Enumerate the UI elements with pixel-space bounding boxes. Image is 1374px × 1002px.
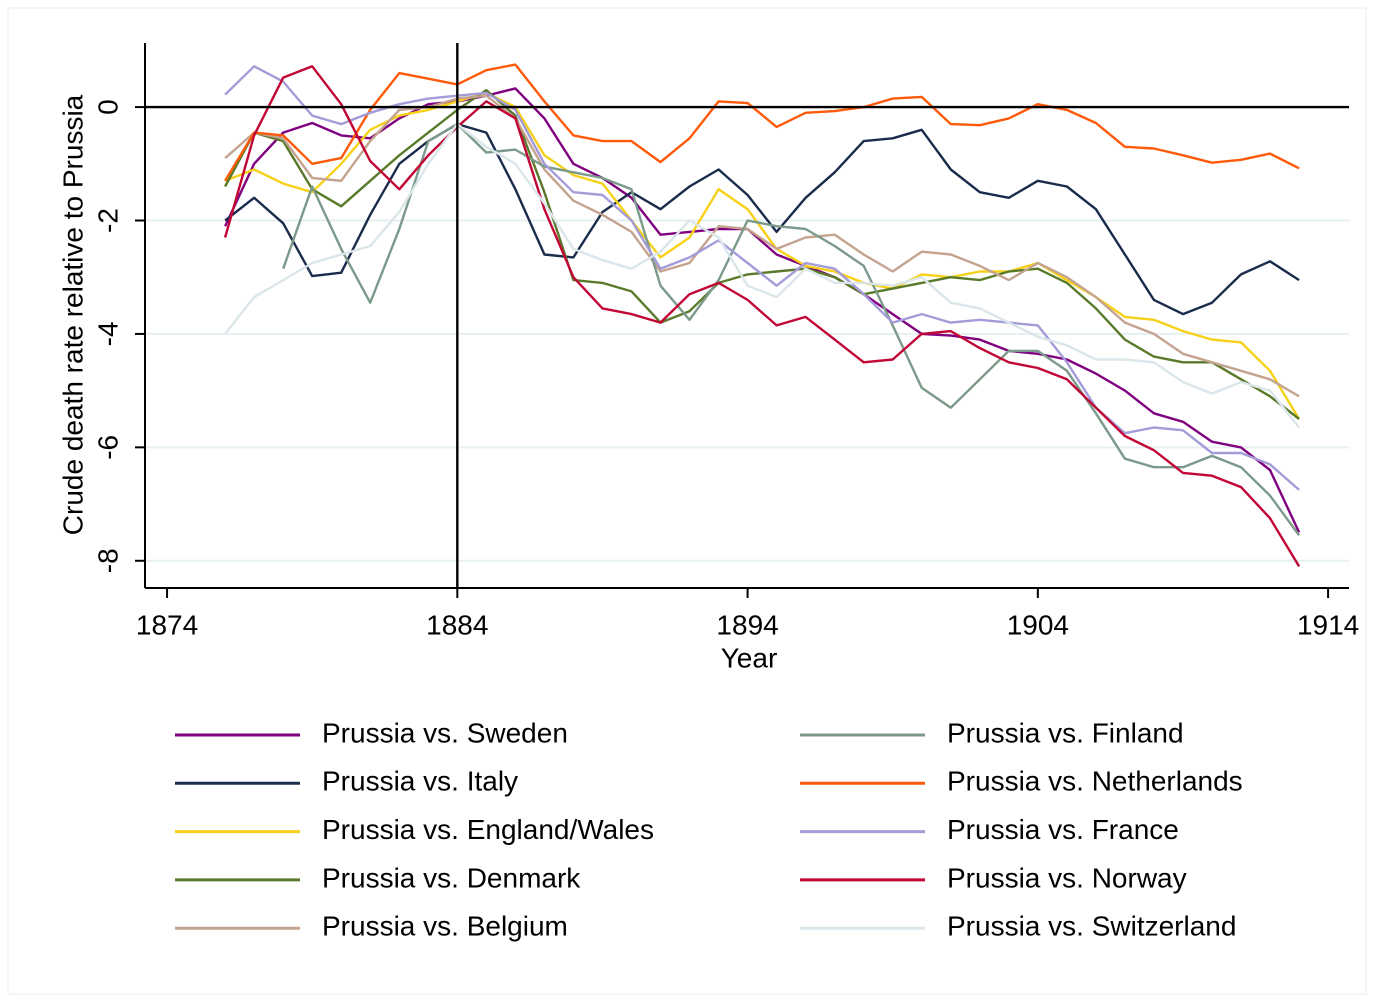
series-line — [224, 91, 1301, 420]
legend-label: Prussia vs. Italy — [322, 766, 518, 797]
x-tick-label: 1884 — [426, 609, 488, 640]
series-line — [224, 122, 1300, 316]
series-line — [224, 122, 1301, 429]
legend-label: Prussia vs. Denmark — [322, 862, 581, 893]
legend-label: Prussia vs. Finland — [947, 717, 1184, 748]
y-tick-label: -4 — [92, 321, 123, 346]
series-line — [223, 65, 1301, 568]
x-tick-label: 1874 — [136, 609, 198, 640]
y-axis-label: Crude death rate relative to Prussia — [57, 94, 88, 535]
x-tick-label: 1904 — [1007, 609, 1069, 640]
y-tick-label: -6 — [92, 435, 123, 460]
legend-label: Prussia vs. Belgium — [322, 911, 568, 942]
y-tick-label: -2 — [92, 208, 123, 233]
series-line — [224, 94, 1300, 398]
legend-label: Prussia vs. England/Wales — [322, 814, 654, 845]
legend-label: Prussia vs. Sweden — [322, 717, 568, 748]
series-line — [224, 65, 1300, 491]
x-axis-label: Year — [721, 642, 778, 673]
series-line — [224, 87, 1301, 533]
y-tick-label: 0 — [92, 99, 123, 115]
y-tick-label: -8 — [92, 548, 123, 573]
series-line — [282, 122, 1301, 537]
legend-label: Prussia vs. Switzerland — [947, 911, 1236, 942]
series-line — [224, 63, 1300, 182]
legend-label: Prussia vs. Norway — [947, 862, 1187, 893]
frame — [7, 7, 1367, 995]
legend-label: Prussia vs. Netherlands — [947, 766, 1243, 797]
legend-label: Prussia vs. France — [947, 814, 1179, 845]
x-tick-label: 1914 — [1297, 609, 1359, 640]
x-tick-label: 1894 — [716, 609, 778, 640]
